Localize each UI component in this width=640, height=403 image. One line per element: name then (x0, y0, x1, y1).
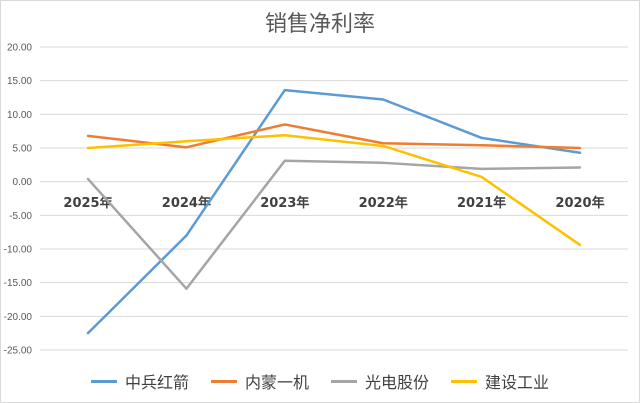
y-tick-label: -10.00 (4, 245, 33, 256)
legend-item: 光电股份 (331, 369, 429, 393)
legend-swatch (90, 379, 117, 383)
y-tick-label: 15.00 (7, 76, 32, 87)
legend-label: 建设工业 (485, 373, 550, 392)
series-line (86, 123, 582, 150)
series-line (86, 159, 582, 290)
y-tick-label: -15.00 (4, 278, 33, 289)
legend-label: 内蒙一机 (244, 373, 309, 392)
y-tick-label: -5.00 (9, 211, 32, 222)
legend-swatch (451, 379, 478, 383)
series-lines (86, 88, 582, 335)
legend-label: 中兵红箭 (124, 373, 189, 392)
series-line (86, 133, 582, 247)
y-tick-label: 20.00 (7, 43, 32, 54)
x-axis-categories: 2025年 2024年 2023年 2022年 2021年 2020年 (63, 195, 604, 211)
legend-swatch (331, 379, 357, 383)
x-category-label: 2020年 (555, 195, 604, 211)
y-tick-label: -20.00 (4, 312, 33, 323)
y-tick-label: 5.00 (13, 144, 33, 155)
legend-item: 建设工业 (451, 369, 549, 393)
legend-label: 光电股份 (365, 373, 430, 392)
x-category-label: 2023年 (260, 195, 309, 211)
x-category-label: 2025年 (63, 195, 112, 211)
legend: 中兵红箭 内蒙一机 光电股份 建设工业 (0, 370, 640, 392)
y-axis-ticks: 20.00 15.00 10.00 5.00 0.00 -5.00 -10.00 -15.00… (4, 43, 33, 357)
x-category-label: 2022年 (359, 195, 408, 211)
y-tick-label: -25.00 (4, 346, 33, 357)
chart-title: 销售净利率 (264, 12, 375, 37)
series-line (86, 88, 582, 335)
y-tick-label: 0.00 (13, 177, 33, 188)
y-tick-label: 10.00 (7, 110, 32, 121)
x-category-label: 2024年 (162, 195, 211, 211)
x-category-label: 2021年 (457, 195, 506, 211)
legend-item: 中兵红箭 (90, 369, 189, 393)
legend-swatch (210, 379, 237, 383)
gridlines (40, 46, 628, 351)
legend-item: 内蒙一机 (210, 369, 309, 393)
